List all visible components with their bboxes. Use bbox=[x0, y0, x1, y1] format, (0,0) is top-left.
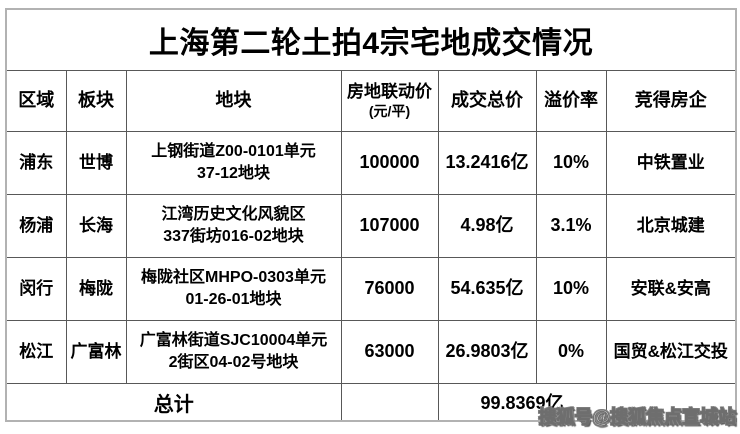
table-row-songjiang: 松江 广富林 广富林街道SJC10004单元 2街区04-02号地块 63000… bbox=[5, 320, 737, 384]
cell-winner: 中铁置业 bbox=[605, 131, 737, 195]
cell-linkage-price: 100000 bbox=[340, 131, 439, 195]
column-header-plot: 地块 bbox=[125, 70, 342, 132]
cell-linkage-price: 76000 bbox=[340, 257, 439, 321]
cell-plot: 上钢街道Z00-0101单元 37-12地块 bbox=[125, 131, 342, 195]
cell-sector: 长海 bbox=[65, 194, 127, 258]
cell-plot: 广富林街道SJC10004单元 2街区04-02号地块 bbox=[125, 320, 342, 384]
plot-line-1: 梅陇社区MHPO-0303单元 bbox=[141, 269, 326, 287]
table-row-minhang: 闵行 梅陇 梅陇社区MHPO-0303单元 01-26-01地块 76000 5… bbox=[5, 257, 737, 321]
table-row-pudong: 浦东 世博 上钢街道Z00-0101单元 37-12地块 100000 13.2… bbox=[5, 131, 737, 195]
column-header-premium-rate: 溢价率 bbox=[535, 70, 607, 132]
cell-region: 杨浦 bbox=[5, 194, 67, 258]
cell-region: 松江 bbox=[5, 320, 67, 384]
cell-premium-rate: 10% bbox=[535, 131, 607, 195]
plot-line-1: 广富林街道SJC10004单元 bbox=[139, 332, 328, 350]
cell-sector: 世博 bbox=[65, 131, 127, 195]
column-header-winner: 竞得房企 bbox=[605, 70, 737, 132]
total-label: 总计 bbox=[5, 383, 342, 422]
plot-line-2: 37-12地块 bbox=[197, 165, 270, 182]
cell-linkage-price: 107000 bbox=[340, 194, 439, 258]
plot-line-2: 01-26-01地块 bbox=[185, 291, 282, 308]
cell-winner: 北京城建 bbox=[605, 194, 737, 258]
total-price-value: 99.8369亿 bbox=[437, 383, 607, 422]
cell-linkage-price: 63000 bbox=[340, 320, 439, 384]
cell-region: 闵行 bbox=[5, 257, 67, 321]
plot-line-2: 2街区04-02号地块 bbox=[168, 354, 299, 371]
header-row: 区域 板块 地块 房地联动价 (元/平) 成交总价 溢价率 竞得房企 bbox=[5, 70, 737, 132]
linkage-price-header-label: 房地联动价 bbox=[347, 82, 432, 102]
cell-total-price: 26.9803亿 bbox=[437, 320, 537, 384]
table-row-yangpu: 杨浦 长海 江湾历史文化风貌区 337街坊016-02地块 107000 4.9… bbox=[5, 194, 737, 258]
total-empty-winner-cell bbox=[605, 383, 737, 422]
land-auction-table: 上海第二轮土拍4宗宅地成交情况 区域 板块 地块 房地联动价 (元/平) 成交总… bbox=[5, 8, 737, 422]
cell-region: 浦东 bbox=[5, 131, 67, 195]
cell-premium-rate: 0% bbox=[535, 320, 607, 384]
watermark: 搜狐号@搜狐焦点宣城站 bbox=[538, 407, 737, 428]
column-header-region: 区域 bbox=[5, 70, 67, 132]
table-title: 上海第二轮土拍4宗宅地成交情况 bbox=[5, 8, 737, 71]
plot-line-1: 江湾历史文化风貌区 bbox=[161, 206, 306, 224]
total-row: 总计 99.8369亿 bbox=[5, 383, 737, 422]
column-header-linkage-price: 房地联动价 (元/平) bbox=[340, 70, 439, 132]
title-row: 上海第二轮土拍4宗宅地成交情况 bbox=[5, 8, 737, 71]
cell-winner: 国贸&松江交投 bbox=[605, 320, 737, 384]
total-empty-linkage-cell bbox=[340, 383, 439, 422]
plot-line-1: 上钢街道Z00-0101单元 bbox=[151, 143, 316, 161]
column-header-sector: 板块 bbox=[65, 70, 127, 132]
cell-total-price: 13.2416亿 bbox=[437, 131, 537, 195]
plot-line-2: 337街坊016-02地块 bbox=[163, 228, 304, 245]
cell-premium-rate: 3.1% bbox=[535, 194, 607, 258]
cell-premium-rate: 10% bbox=[535, 257, 607, 321]
cell-total-price: 54.635亿 bbox=[437, 257, 537, 321]
cell-sector: 广富林 bbox=[65, 320, 127, 384]
cell-sector: 梅陇 bbox=[65, 257, 127, 321]
column-header-total-price: 成交总价 bbox=[437, 70, 537, 132]
cell-plot: 江湾历史文化风貌区 337街坊016-02地块 bbox=[125, 194, 342, 258]
cell-winner: 安联&安高 bbox=[605, 257, 737, 321]
cell-plot: 梅陇社区MHPO-0303单元 01-26-01地块 bbox=[125, 257, 342, 321]
cell-total-price: 4.98亿 bbox=[437, 194, 537, 258]
linkage-price-header-unit: (元/平) bbox=[368, 102, 411, 119]
